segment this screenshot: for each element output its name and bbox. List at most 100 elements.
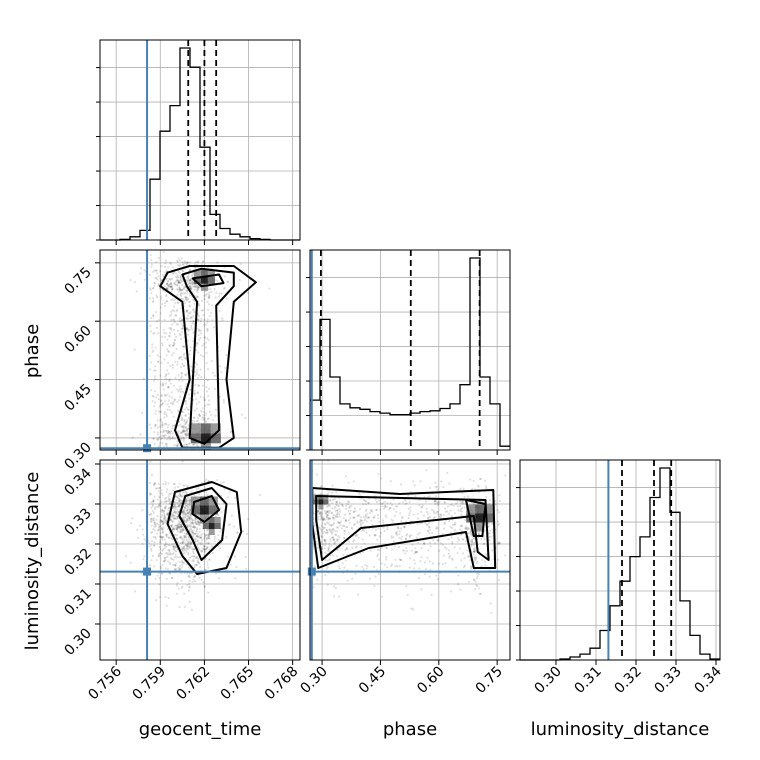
sample-point bbox=[482, 542, 485, 545]
sample-point bbox=[175, 528, 179, 531]
sample-point bbox=[184, 506, 187, 510]
axes-frame bbox=[99, 39, 301, 241]
sample-point bbox=[416, 512, 419, 516]
sample-point bbox=[332, 518, 335, 521]
sample-point bbox=[330, 512, 333, 515]
sample-point bbox=[427, 525, 431, 529]
sample-point bbox=[483, 542, 486, 545]
sample-point bbox=[497, 542, 500, 545]
sample-point bbox=[204, 341, 207, 344]
sample-point bbox=[184, 357, 188, 360]
sample-point bbox=[185, 433, 188, 436]
sample-point bbox=[176, 501, 179, 504]
sample-point bbox=[417, 541, 420, 545]
sample-point bbox=[165, 490, 168, 493]
sample-point bbox=[193, 389, 196, 393]
sample-point bbox=[173, 549, 176, 552]
sample-point bbox=[460, 513, 463, 516]
sample-point bbox=[169, 261, 172, 264]
sample-point bbox=[453, 523, 456, 526]
sample-point bbox=[337, 538, 340, 541]
sample-point bbox=[461, 552, 465, 555]
sample-point bbox=[168, 343, 171, 347]
sample-point bbox=[475, 561, 478, 565]
sample-point bbox=[143, 538, 146, 541]
sample-point bbox=[483, 479, 487, 482]
sample-point bbox=[201, 407, 204, 410]
sample-point bbox=[203, 336, 206, 339]
sample-point bbox=[181, 263, 184, 266]
sample-point bbox=[198, 414, 201, 417]
sample-point bbox=[195, 344, 198, 347]
sample-point bbox=[159, 410, 163, 413]
sample-point bbox=[436, 500, 439, 503]
sample-point bbox=[336, 511, 339, 514]
sample-point bbox=[196, 560, 200, 564]
sample-point bbox=[131, 436, 134, 439]
sample-point bbox=[470, 538, 473, 542]
sample-point bbox=[175, 444, 178, 447]
sample-point bbox=[187, 541, 190, 545]
sample-point bbox=[189, 525, 192, 528]
sample-point bbox=[179, 431, 183, 434]
sample-point bbox=[376, 538, 379, 541]
sample-point bbox=[203, 545, 206, 548]
sample-point bbox=[163, 335, 167, 339]
sample-point bbox=[389, 480, 392, 483]
sample-point bbox=[192, 578, 195, 581]
sample-point bbox=[181, 358, 184, 361]
sample-point bbox=[189, 268, 192, 272]
sample-point bbox=[159, 430, 162, 434]
sample-point bbox=[188, 281, 191, 284]
sample-point bbox=[214, 572, 218, 575]
sample-point bbox=[197, 351, 200, 354]
sample-point bbox=[164, 434, 167, 437]
sample-point bbox=[320, 524, 323, 528]
sample-point bbox=[177, 566, 180, 570]
sample-point bbox=[459, 528, 462, 531]
sample-point bbox=[187, 553, 190, 556]
sample-point bbox=[200, 410, 203, 413]
sample-point bbox=[153, 522, 157, 526]
sample-point bbox=[191, 285, 195, 288]
sample-point bbox=[188, 516, 192, 520]
sample-point bbox=[168, 502, 171, 505]
sample-point bbox=[169, 263, 173, 266]
sample-point bbox=[149, 547, 153, 551]
sample-point bbox=[205, 478, 208, 481]
sample-point bbox=[136, 528, 139, 531]
sample-point bbox=[183, 432, 186, 436]
sample-point bbox=[150, 265, 153, 269]
sample-point bbox=[187, 589, 190, 592]
sample-point bbox=[161, 344, 164, 347]
sample-point bbox=[183, 302, 186, 305]
sample-point bbox=[322, 543, 325, 546]
sample-point bbox=[447, 512, 451, 515]
sample-point bbox=[424, 500, 428, 503]
sample-point bbox=[161, 535, 164, 539]
sample-point bbox=[207, 417, 210, 420]
sample-point bbox=[474, 558, 478, 561]
sample-point bbox=[152, 500, 155, 503]
sample-point bbox=[181, 410, 184, 413]
sample-point bbox=[192, 340, 195, 343]
sample-point bbox=[195, 528, 198, 531]
sample-point bbox=[176, 279, 179, 282]
sample-point bbox=[206, 494, 210, 497]
sample-point bbox=[186, 280, 189, 283]
sample-point bbox=[159, 355, 162, 359]
sample-point bbox=[164, 516, 167, 519]
sample-point bbox=[160, 515, 163, 519]
sample-point bbox=[152, 499, 155, 503]
sample-point bbox=[187, 499, 191, 502]
sample-point bbox=[183, 430, 186, 433]
sample-point bbox=[419, 480, 422, 483]
sample-point bbox=[319, 518, 322, 521]
sample-point bbox=[199, 395, 202, 399]
sample-point bbox=[166, 533, 169, 536]
sample-point bbox=[197, 492, 200, 496]
sample-point bbox=[196, 391, 199, 394]
sample-point bbox=[324, 512, 328, 515]
sample-point bbox=[186, 339, 190, 342]
sample-point bbox=[195, 349, 198, 352]
